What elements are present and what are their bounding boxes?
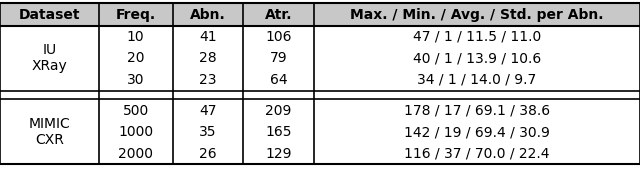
Text: 2000: 2000 (118, 147, 153, 160)
Text: 142 / 19 / 69.4 / 30.9: 142 / 19 / 69.4 / 30.9 (404, 125, 550, 139)
Text: 64: 64 (269, 73, 287, 87)
Text: 34 / 1 / 14.0 / 9.7: 34 / 1 / 14.0 / 9.7 (417, 73, 536, 87)
Text: IU
XRay: IU XRay (31, 43, 67, 73)
Text: 41: 41 (199, 30, 217, 44)
Text: Dataset: Dataset (19, 8, 80, 22)
Text: 1000: 1000 (118, 125, 153, 139)
Text: 10: 10 (127, 30, 145, 44)
Text: 30: 30 (127, 73, 145, 87)
Text: Atr.: Atr. (265, 8, 292, 22)
Text: 47: 47 (199, 104, 217, 117)
Text: 129: 129 (265, 147, 292, 160)
Text: 165: 165 (265, 125, 292, 139)
Text: 500: 500 (122, 104, 149, 117)
Text: 209: 209 (265, 104, 292, 117)
Text: Abn.: Abn. (190, 8, 226, 22)
Text: 47 / 1 / 11.5 / 11.0: 47 / 1 / 11.5 / 11.0 (413, 30, 541, 44)
Text: 40 / 1 / 13.9 / 10.6: 40 / 1 / 13.9 / 10.6 (413, 51, 541, 65)
Bar (0, 3, 640, 26)
Text: 79: 79 (269, 51, 287, 65)
Text: MIMIC
CXR: MIMIC CXR (28, 117, 70, 147)
Text: 106: 106 (265, 30, 292, 44)
Text: 28: 28 (199, 51, 217, 65)
Text: 35: 35 (199, 125, 217, 139)
Text: 20: 20 (127, 51, 145, 65)
Text: Max. / Min. / Avg. / Std. per Abn.: Max. / Min. / Avg. / Std. per Abn. (350, 8, 604, 22)
Text: 23: 23 (199, 73, 217, 87)
Text: 178 / 17 / 69.1 / 38.6: 178 / 17 / 69.1 / 38.6 (404, 104, 550, 117)
Text: Freq.: Freq. (116, 8, 156, 22)
Text: 116 / 37 / 70.0 / 22.4: 116 / 37 / 70.0 / 22.4 (404, 147, 550, 160)
Text: 26: 26 (199, 147, 217, 160)
